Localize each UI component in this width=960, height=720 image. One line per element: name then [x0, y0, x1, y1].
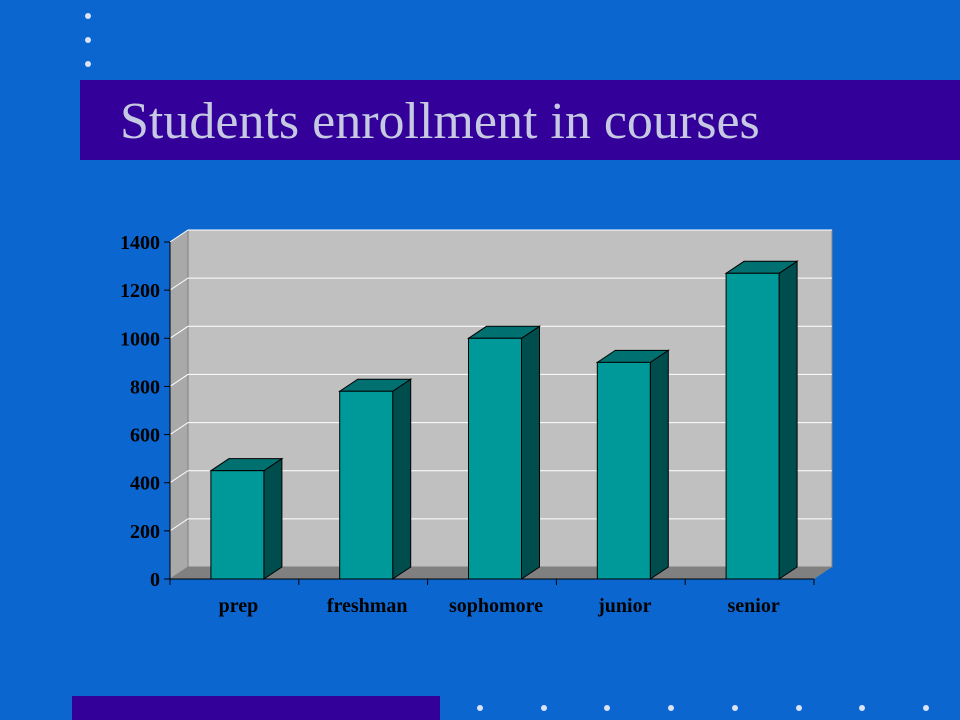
y-tick-label: 200 — [130, 521, 160, 543]
title-band — [80, 80, 960, 160]
decor-dot — [85, 37, 91, 43]
decor-dot — [85, 13, 91, 19]
bar-side — [649, 349, 669, 580]
slide-title: Students enrollment in courses — [120, 93, 760, 150]
bar-front — [468, 337, 522, 580]
y-tick-label: 1200 — [120, 280, 160, 302]
decor-dot — [668, 705, 675, 711]
decor-dot — [604, 705, 611, 711]
bar-front — [339, 390, 394, 580]
y-tick-label: 800 — [130, 376, 160, 398]
bar-sophomore — [466, 325, 542, 580]
y-tick-label: 1000 — [120, 328, 160, 350]
y-tick-label: 600 — [130, 425, 160, 447]
decor-dot — [859, 705, 866, 711]
x-tick-labels: prep freshman sophomore junior senior — [219, 595, 780, 617]
bar-junior — [595, 349, 670, 580]
bar-side — [392, 378, 412, 580]
bar-front — [596, 361, 651, 580]
side-wall — [169, 229, 189, 580]
bar-front — [725, 272, 780, 580]
x-tick-label: senior — [727, 595, 779, 617]
decor-dot — [731, 705, 738, 711]
bar-front — [210, 470, 265, 580]
bar-side — [521, 325, 540, 580]
decor-dot — [477, 705, 483, 711]
x-tick-label: freshman — [327, 595, 408, 617]
y-tick-labels: 0 200 400 600 800 1000 1200 1400 — [120, 232, 160, 591]
x-tick-label: junior — [597, 595, 651, 617]
y-tick-label: 0 — [150, 569, 160, 591]
decor-dot — [540, 705, 547, 711]
bar-senior — [724, 260, 799, 580]
bar-side — [263, 457, 283, 580]
bar-side — [778, 260, 798, 580]
y-tick-label: 1400 — [120, 232, 160, 254]
decor-dot — [85, 61, 91, 67]
y-tick-label: 400 — [130, 473, 160, 495]
x-tick-label: sophomore — [449, 595, 543, 617]
bar-prep — [209, 457, 284, 580]
axes — [164, 241, 815, 585]
gridline — [169, 325, 832, 339]
gridline — [169, 229, 832, 243]
decor-dot — [795, 705, 802, 711]
bars — [209, 260, 799, 580]
decor-dot — [922, 705, 929, 711]
x-tick-label: prep — [219, 595, 259, 617]
bar-freshman — [338, 378, 413, 580]
footer-band — [72, 696, 440, 720]
gridline — [169, 277, 832, 291]
